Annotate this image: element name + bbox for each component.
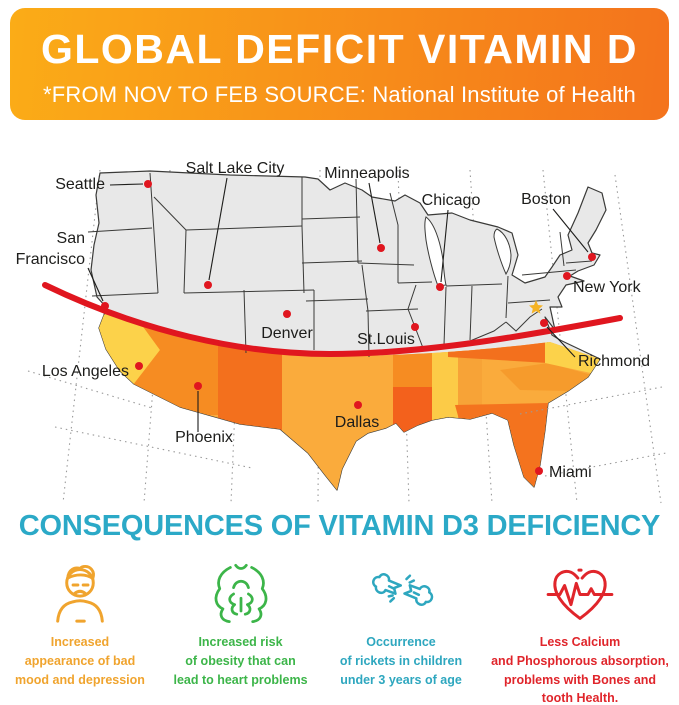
city-leader-line [368, 182, 381, 244]
city-leader-line [440, 209, 449, 283]
city-label: Miami [549, 464, 592, 481]
city-dot [563, 272, 571, 280]
sad-person-icon [46, 560, 114, 628]
city-markers: Seattle San Francisco Salt Lake City Denver M… [16, 160, 650, 481]
city-label: New York [573, 279, 642, 296]
usa-map: Seattle San Francisco Salt Lake City Denver M… [0, 135, 679, 505]
page-title: GLOBAL DEFICIT VITAMIN D [40, 26, 639, 72]
header-banner: GLOBAL DEFICIT VITAMIN D *FROM NOV TO FE… [10, 8, 669, 120]
city-dot [540, 319, 548, 327]
city-dot [436, 283, 444, 291]
obese-body-icon [207, 560, 275, 628]
city-leader-line [546, 326, 576, 358]
latitude-line [42, 282, 623, 358]
page-subtitle: *FROM NOV TO FEB SOURCE: National Instit… [43, 82, 636, 107]
city-label: Salt Lake City [186, 160, 285, 177]
latitude-grid [27, 370, 667, 477]
city-label: San Francisco [16, 230, 85, 268]
consequence-rickets-text: Occurrence of rickets in children under … [339, 635, 463, 687]
city-dot [588, 253, 596, 261]
city-leader-line [208, 177, 228, 281]
city-dot [204, 281, 212, 289]
city-label: Phoenix [175, 429, 233, 446]
consequence-obesity-text: Increased risk of obesity that can lead … [173, 635, 308, 687]
heart-pulse-icon [546, 560, 614, 628]
lake-huron [493, 228, 512, 276]
consequence-rickets: Occurrence of rickets in children under … [321, 560, 481, 705]
city-dot [283, 310, 291, 318]
consequence-obesity: Increased risk of obesity that can lead … [160, 560, 321, 705]
city-label: Dallas [335, 414, 379, 431]
consequence-depression-text: Increased appearance of bad mood and dep… [15, 635, 145, 687]
city-label: Seattle [55, 176, 105, 193]
city-leader-line [87, 267, 104, 302]
state-borders [87, 172, 593, 358]
consequences-heading: CONSEQUENCES OF VITAMIN D3 DEFICIENCY [18, 510, 661, 542]
city-dot [101, 302, 109, 310]
city-dot [535, 467, 543, 475]
city-label: Boston [521, 191, 571, 208]
city-dot [135, 362, 143, 370]
broken-bone-icon [367, 560, 435, 628]
usa-map-svg: Seattle San Francisco Salt Lake City Denver M… [16, 160, 667, 504]
consequence-calcium-text: Less Calcium and Phosphorous absorption,… [491, 635, 669, 705]
city-dot [194, 382, 202, 390]
city-label: Richmond [578, 353, 650, 370]
capital-star-icon [529, 300, 543, 314]
consequences-row: Increased appearance of bad mood and dep… [0, 560, 679, 705]
city-label: Chicago [422, 192, 481, 209]
city-label: Los Angeles [42, 363, 129, 380]
consequence-calcium: Less Calcium and Phosphorous absorption,… [481, 560, 679, 705]
city-dot [144, 180, 152, 188]
city-dot [377, 244, 385, 252]
city-label: Denver [261, 325, 313, 342]
city-leader-line [552, 208, 589, 253]
city-label: Minneapolis [324, 165, 409, 182]
city-leader-line [109, 183, 144, 186]
city-label: St.Louis [357, 331, 415, 348]
consequence-depression: Increased appearance of bad mood and dep… [0, 560, 160, 705]
city-dot [411, 323, 419, 331]
city-dot [354, 401, 362, 409]
